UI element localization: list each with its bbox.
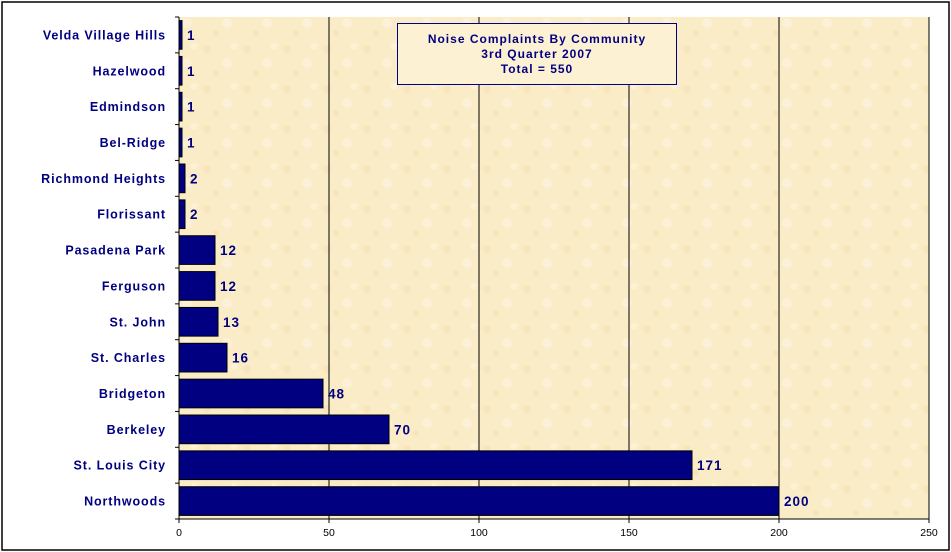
data-label: 2 bbox=[190, 207, 199, 222]
category-label: St. John bbox=[109, 315, 166, 329]
bar bbox=[178, 199, 186, 230]
bars bbox=[178, 20, 780, 516]
x-tick-label: 200 bbox=[770, 527, 788, 539]
x-tick-label: 100 bbox=[470, 527, 488, 539]
bar bbox=[178, 414, 390, 445]
category-label: Florissant bbox=[97, 208, 166, 222]
data-label: 171 bbox=[697, 458, 723, 473]
category-label: St. Charles bbox=[91, 351, 166, 365]
chart-subtitle: 3rd Quarter 2007 bbox=[481, 46, 593, 61]
data-label: 16 bbox=[232, 351, 249, 366]
x-axis-ticks: 0 50 100 150 200 250 bbox=[175, 16, 938, 539]
data-label: 2 bbox=[190, 171, 199, 186]
bar bbox=[178, 235, 216, 265]
bar bbox=[178, 378, 324, 409]
category-label: Edmindson bbox=[90, 100, 166, 114]
x-tick-label: 0 bbox=[176, 527, 182, 539]
x-tick-label: 250 bbox=[920, 527, 938, 539]
bar bbox=[178, 163, 186, 194]
data-label: 12 bbox=[220, 243, 237, 258]
category-label: Northwoods bbox=[84, 495, 166, 509]
category-label: Bel-Ridge bbox=[100, 136, 166, 150]
x-tick-label: 50 bbox=[323, 527, 335, 539]
category-label: Ferguson bbox=[102, 279, 166, 293]
data-label: 1 bbox=[187, 28, 196, 43]
chart-title-box: Noise Complaints By Community 3rd Quarte… bbox=[397, 23, 677, 85]
data-label: 1 bbox=[187, 136, 196, 151]
chart-title: Noise Complaints By Community bbox=[427, 31, 647, 46]
data-label: 200 bbox=[784, 494, 810, 509]
category-labels: 1 Velda Village Hills 1 Hazelwood 1 Edmindson… bbox=[41, 28, 810, 509]
category-label: St. Louis City bbox=[74, 459, 166, 473]
data-label: 48 bbox=[328, 387, 345, 402]
bar bbox=[178, 486, 780, 516]
x-tick-label: 150 bbox=[620, 527, 638, 539]
category-label: Bridgeton bbox=[99, 387, 166, 401]
data-label: 1 bbox=[187, 100, 196, 115]
bar bbox=[178, 306, 219, 337]
data-label: 12 bbox=[220, 279, 237, 294]
bar bbox=[178, 342, 228, 373]
category-label: Velda Village Hills bbox=[43, 28, 166, 42]
category-label: Berkeley bbox=[107, 423, 166, 437]
bar bbox=[178, 450, 693, 481]
category-label: Pasadena Park bbox=[65, 244, 166, 258]
category-label: Hazelwood bbox=[93, 64, 166, 78]
chart-total: Total = 550 bbox=[500, 61, 574, 76]
bar bbox=[178, 271, 216, 301]
data-label: 1 bbox=[187, 64, 196, 79]
category-label: Richmond Heights bbox=[41, 172, 166, 186]
data-label: 13 bbox=[223, 315, 240, 330]
data-label: 70 bbox=[394, 422, 411, 437]
